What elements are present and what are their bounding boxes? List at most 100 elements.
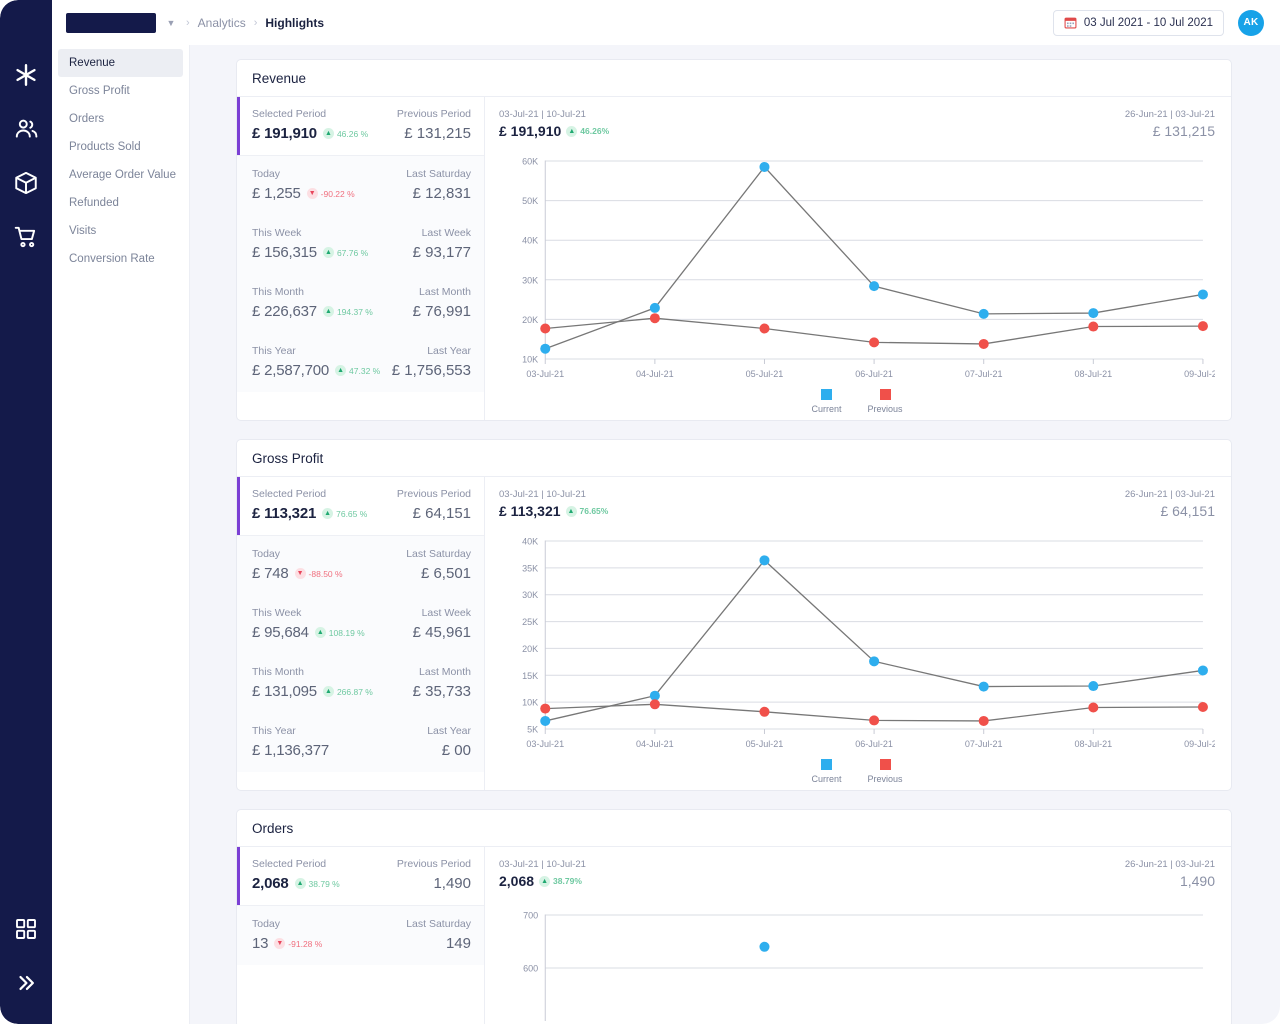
arrow-down-icon: ▼ (274, 938, 286, 949)
kpi-label-left: Today (252, 918, 281, 930)
kpi-sub-rows: Today Last Saturday £ 748 ▼ -88.50 % (237, 535, 484, 772)
chevron-down-icon[interactable]: ▼ (166, 17, 176, 28)
sidebar-item-label: Products Sold (69, 141, 141, 153)
sidebar-item-products-sold[interactable]: Products Sold (58, 133, 183, 161)
sidebar-item-label: Average Order Value (69, 169, 176, 181)
card-title: Revenue (237, 60, 1231, 97)
kpi-label-right: Last Week (421, 227, 471, 239)
sidebar-item-revenue[interactable]: Revenue (58, 49, 183, 77)
arrow-up-icon: ▲ (539, 875, 551, 887)
calendar-icon (1064, 16, 1077, 29)
legend-label-current: Current (811, 404, 842, 414)
kpi-row-this-week: This Week Last Week £ 156,315 ▲ 67.76 % (237, 215, 484, 274)
double-chevron-right-icon[interactable] (0, 956, 52, 1010)
kpi-label-left: Selected Period (252, 108, 327, 120)
card-title: Gross Profit (237, 440, 1231, 477)
kpi-delta-label: -90.22 % (320, 188, 355, 199)
kpi-value-left: £ 226,637 (252, 303, 317, 320)
legend-swatch-previous (879, 389, 891, 400)
grid-apps-icon[interactable] (0, 902, 52, 956)
breadcrumb-separator-2: › (253, 16, 258, 29)
line-chart-orders[interactable]: 600 700 (499, 901, 1215, 1021)
kpi-label-right: Last Saturday (406, 548, 471, 560)
legend-item-current[interactable]: Current (811, 389, 842, 414)
rail-bottom (0, 902, 52, 1024)
box-icon[interactable] (0, 156, 52, 210)
chart-svg: 5K 10K 15K 20K 25K 30K 35K 40K 03-Jul-21 04-Jul-2… (522, 537, 1215, 749)
top-bar-right: 03 Jul 2021 - 10 Jul 2021 AK (1052, 9, 1264, 36)
kpi-value-left: £ 191,910 (252, 125, 317, 142)
chart-value-previous: 1,490 (1179, 873, 1215, 889)
metric-card-orders: Orders Selected Period Previous Period 2… (236, 809, 1232, 1024)
svg-text:30K: 30K (522, 275, 538, 285)
legend-label-current: Current (811, 774, 842, 784)
metric-card-gross-profit: Gross Profit Selected Period Previous Pe… (236, 439, 1232, 791)
kpi-sub-rows: Today Last Saturday £ 1,255 ▼ -90.22 % (237, 155, 484, 392)
sidebar-item-label: Gross Profit (69, 85, 130, 97)
chart-range-current: 03-Jul-21 | 10-Jul-21 (499, 859, 586, 870)
line-chart-revenue[interactable]: 10K 20K 30K 40K 50K 60K 03-Jul-21 04-Jul-21 05-J… (499, 151, 1215, 391)
sidebar-item-average-order-value[interactable]: Average Order Value (58, 161, 183, 189)
kpi-row-this-year: This Year Last Year £ 1,136,377 £ 00 (237, 713, 484, 772)
kpi-value-right: £ 35,733 (412, 683, 471, 700)
kpi-row-today: Today Last Saturday £ 1,255 ▼ -90.22 % (237, 156, 484, 215)
kpi-label-right: Previous Period (396, 858, 471, 870)
kpi-value-right: £ 12,831 (412, 185, 471, 202)
kpi-value-left: £ 1,136,377 (252, 742, 330, 759)
kpi-delta-label: 38.79 % (308, 878, 340, 889)
chart-value-current: 2,068 ▲ 38.79% (499, 873, 586, 889)
chart-legend: Current Previous (499, 759, 1215, 784)
sidebar-item-label: Visits (69, 225, 97, 237)
legend-swatch-current (820, 389, 832, 400)
date-range-picker[interactable]: 03 Jul 2021 - 10 Jul 2021 (1052, 9, 1224, 36)
users-icon[interactable] (0, 102, 52, 156)
arrow-up-icon: ▲ (566, 125, 578, 137)
arrow-up-icon: ▲ (314, 627, 326, 638)
kpi-value-right: £ 6,501 (420, 565, 471, 582)
cart-icon[interactable] (0, 210, 52, 264)
sidebar-item-orders[interactable]: Orders (58, 105, 183, 133)
kpi-label-left: This Year (252, 725, 296, 737)
breadcrumb-analytics[interactable]: Analytics (197, 15, 246, 30)
kpi-delta: ▲ 266.87 % (322, 686, 373, 697)
chart-delta-label: 46.26% (580, 126, 610, 136)
kpi-value-right: 149 (445, 935, 471, 952)
svg-text:08-Jul-21: 08-Jul-21 (1074, 739, 1112, 749)
kpi-label-right: Last Saturday (406, 918, 471, 930)
chart-column: 03-Jul-21 | 10-Jul-21 2,068 ▲ 38.79% 26-… (485, 847, 1231, 1024)
highlights-content[interactable]: Revenue Selected Period Previous Period … (190, 45, 1280, 1024)
svg-text:05-Jul-21: 05-Jul-21 (746, 739, 784, 749)
asterisk-icon[interactable] (0, 48, 52, 102)
sidebar-item-gross-profit[interactable]: Gross Profit (58, 77, 183, 105)
kpi-value-right: £ 64,151 (412, 505, 471, 522)
kpi-label-right: Last Saturday (406, 168, 471, 180)
chart-svg: 600 700 (523, 911, 1203, 1021)
chart-value-current-label: £ 113,321 (499, 503, 561, 519)
breadcrumb-highlights[interactable]: Highlights (265, 15, 325, 30)
avatar[interactable]: AK (1238, 9, 1264, 36)
kpi-delta-label: 67.76 % (336, 247, 369, 258)
chart-range-previous: 26-Jun-21 | 03-Jul-21 (1124, 489, 1215, 500)
legend-item-previous[interactable]: Previous (868, 389, 903, 414)
chart-delta-label: 38.79% (553, 876, 582, 886)
kpi-sub-rows: Today Last Saturday 13 ▼ -91.28 % (237, 905, 484, 965)
sidebar-item-conversion-rate[interactable]: Conversion Rate (58, 245, 183, 273)
svg-text:30K: 30K (522, 590, 538, 600)
sidebar-item-refunded[interactable]: Refunded (58, 189, 183, 217)
svg-text:06-Jul-21: 06-Jul-21 (855, 739, 893, 749)
sidebar-item-visits[interactable]: Visits (58, 217, 183, 245)
chart-delta: ▲ 46.26% (566, 125, 610, 137)
line-chart-gross-profit[interactable]: 5K 10K 15K 20K 25K 30K 35K 40K 03-Jul-21 04-Jul-2… (499, 531, 1215, 761)
kpi-label-left: Selected Period (252, 858, 327, 870)
legend-item-current[interactable]: Current (811, 759, 842, 784)
kpi-value-left: £ 748 (252, 565, 289, 582)
svg-text:04-Jul-21: 04-Jul-21 (636, 739, 674, 749)
kpi-delta: ▲ 47.32 % (335, 365, 380, 376)
kpi-row-this-year: This Year Last Year £ 2,587,700 ▲ 47.32 … (237, 333, 484, 392)
tenant-select[interactable] (66, 12, 156, 33)
legend-item-previous[interactable]: Previous (868, 759, 903, 784)
svg-text:40K: 40K (522, 537, 538, 547)
svg-text:03-Jul-21: 03-Jul-21 (526, 369, 564, 379)
kpi-delta-label: -88.50 % (308, 568, 343, 579)
